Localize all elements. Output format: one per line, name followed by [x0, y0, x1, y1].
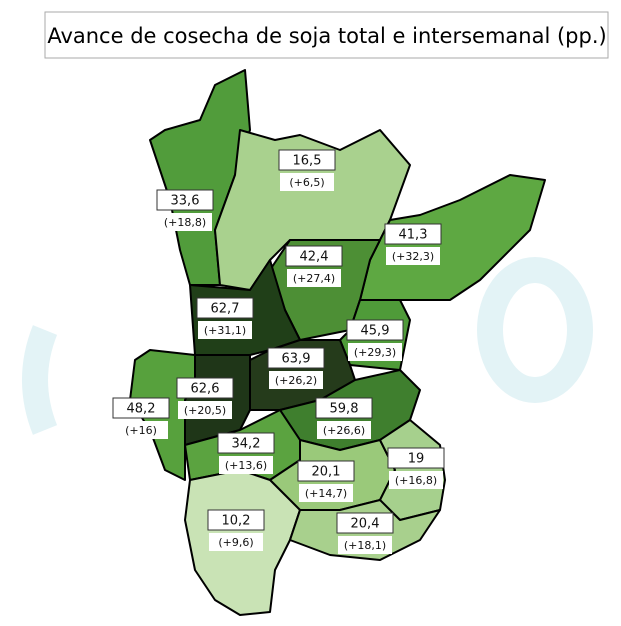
total-label: 34,2: [232, 437, 261, 452]
change-box: [348, 343, 402, 361]
change-box: [114, 421, 168, 439]
total-box: [285, 245, 343, 267]
total-box: [387, 447, 445, 469]
total-box: [217, 432, 275, 454]
total-label: 20,4: [351, 517, 380, 532]
total-box: [336, 512, 394, 534]
total-box: [112, 397, 170, 419]
total-box: [196, 297, 254, 319]
change-label: (+16): [125, 424, 157, 437]
change-box: [317, 421, 371, 439]
total-label: 62,6: [191, 382, 220, 397]
title-box: [44, 11, 609, 59]
change-label: (+26,2): [275, 374, 317, 387]
watermark: [22, 257, 593, 435]
change-box: [299, 484, 353, 502]
total-label: 45,9: [361, 324, 390, 339]
change-label: (+16,8): [395, 474, 437, 487]
change-label: (+13,6): [225, 459, 267, 472]
change-box: [338, 536, 392, 554]
change-label: (+26,6): [323, 424, 365, 437]
change-box: [280, 173, 334, 191]
total-box: [267, 347, 325, 369]
total-label: 41,3: [399, 228, 428, 243]
change-box: [158, 213, 212, 231]
total-label: 62,7: [211, 302, 240, 317]
change-label: (+29,3): [354, 346, 396, 359]
change-label: (+27,4): [293, 272, 335, 285]
total-label: 59,8: [330, 402, 359, 417]
total-box: [297, 460, 355, 482]
change-label: (+18,1): [344, 539, 386, 552]
total-box: [156, 189, 214, 211]
total-box: [315, 397, 373, 419]
change-box: [198, 321, 252, 339]
total-box: [207, 509, 265, 531]
total-box: [278, 149, 336, 171]
total-label: 10,2: [222, 514, 251, 529]
change-box: [269, 371, 323, 389]
change-box: [287, 269, 341, 287]
total-label: 16,5: [293, 154, 322, 169]
total-box: [384, 223, 442, 245]
total-box: [176, 377, 234, 399]
total-label: 63,9: [282, 352, 311, 367]
total-label: 19: [408, 452, 425, 467]
change-box: [386, 247, 440, 265]
total-label: 42,4: [300, 250, 329, 265]
change-label: (+9,6): [218, 536, 253, 549]
change-label: (+32,3): [392, 250, 434, 263]
change-label: (+6,5): [289, 176, 324, 189]
total-label: 48,2: [127, 402, 156, 417]
total-label: 33,6: [171, 194, 200, 209]
change-box: [219, 456, 273, 474]
change-label: (+31,1): [204, 324, 246, 337]
total-box: [346, 319, 404, 341]
change-box: [209, 533, 263, 551]
change-box: [389, 471, 443, 489]
change-label: (+20,5): [184, 404, 226, 417]
title: Avance de cosecha de soja total e inters…: [47, 24, 606, 48]
total-label: 20,1: [312, 465, 341, 480]
change-box: [178, 401, 232, 419]
change-label: (+18,8): [164, 216, 206, 229]
change-label: (+14,7): [305, 487, 347, 500]
